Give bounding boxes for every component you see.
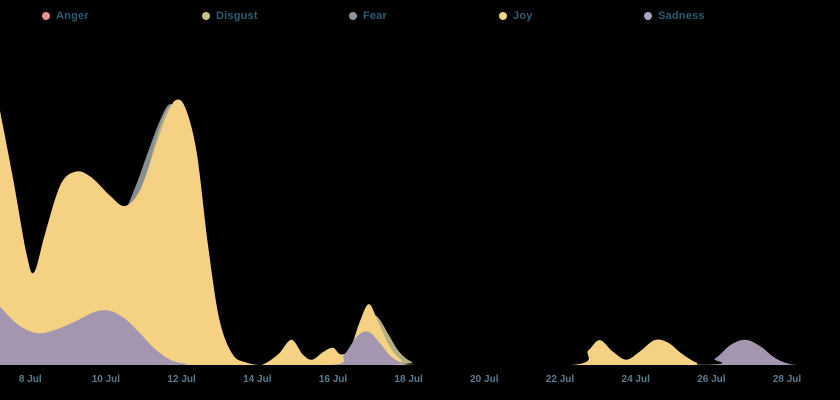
legend-item-anger[interactable]: Anger <box>42 9 89 23</box>
legend-label-anger: Anger <box>56 10 89 22</box>
joy-dot-icon <box>499 12 507 20</box>
legend-item-joy[interactable]: Joy <box>499 9 533 23</box>
legend-item-fear[interactable]: Fear <box>349 9 387 23</box>
legend-label-disgust: Disgust <box>216 10 258 22</box>
legend-label-joy: Joy <box>513 10 533 22</box>
anger-dot-icon <box>42 12 50 20</box>
disgust-dot-icon <box>202 12 210 20</box>
legend-item-disgust[interactable]: Disgust <box>202 9 258 23</box>
area-joy <box>0 99 840 366</box>
area-sadness <box>0 306 840 365</box>
legend-label-fear: Fear <box>363 10 388 22</box>
legend-label-sadness: Sadness <box>658 10 705 22</box>
chart-legend: Anger Disgust Fear Joy Sadness <box>0 9 840 25</box>
sadness-dot-icon <box>644 12 652 20</box>
fear-dot-icon <box>349 12 357 20</box>
legend-item-sadness[interactable]: Sadness <box>644 9 705 23</box>
